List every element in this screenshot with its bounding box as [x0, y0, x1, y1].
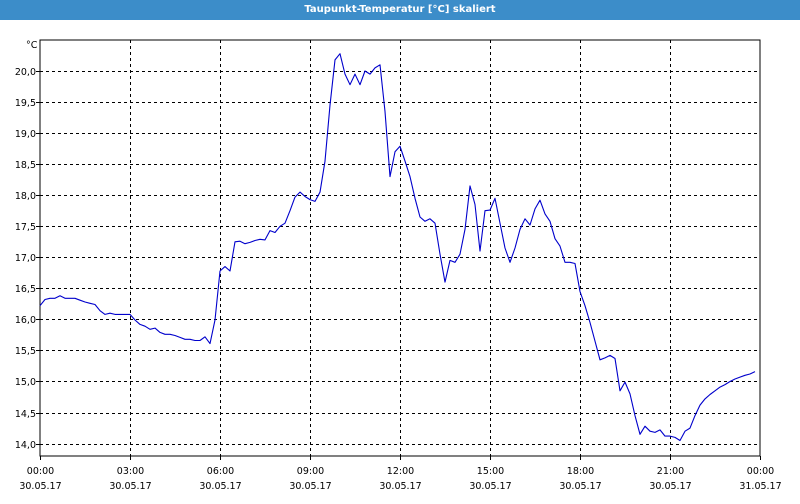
- x-tick-date-label: 30.05.17: [19, 481, 61, 492]
- y-tick-label: 17,0: [15, 253, 36, 264]
- y-tick-label: 20,0: [15, 67, 36, 78]
- y-tick-label: 16,5: [15, 284, 36, 295]
- y-tick-label: 14,5: [15, 409, 36, 420]
- x-tick-labels: 00:00 30.05.17 03:00 30.05.17 06:00 30.05.17 0…: [19, 466, 781, 492]
- y-unit-label: °C: [26, 40, 38, 51]
- x-tick-time-label: 00:00: [747, 466, 774, 477]
- x-tick-date-label: 31.05.17: [739, 481, 781, 492]
- y-tick-label: 18,5: [15, 160, 36, 171]
- x-tick-date-label: 30.05.17: [109, 481, 151, 492]
- plot-area: °C 20,0 19,5 19,0 18,5 18,0 17,5 17,0 16,5 16,0 1…: [0, 20, 800, 500]
- x-tick-time-label: 06:00: [207, 466, 234, 477]
- series-line: [39, 53, 756, 442]
- x-tick-date-label: 30.05.17: [379, 481, 421, 492]
- x-tick-time-label: 03:00: [117, 466, 144, 477]
- y-tick-labels: 20,0 19,5 19,0 18,5 18,0 17,5 17,0 16,5 16,0 15,5…: [15, 67, 36, 451]
- x-tick-time-label: 09:00: [297, 466, 324, 477]
- y-tick-label: 15,0: [15, 377, 36, 388]
- x-tick-date-label: 30.05.17: [199, 481, 241, 492]
- y-tick-label: 17,5: [15, 222, 36, 233]
- x-tick-date-label: 30.05.17: [649, 481, 691, 492]
- line-chart: °C 20,0 19,5 19,0 18,5 18,0 17,5 17,0 16,5 16,0 1…: [15, 39, 782, 492]
- x-tick-time-label: 18:00: [567, 466, 594, 477]
- y-tick-label: 18,0: [15, 191, 36, 202]
- window-title: Taupunkt-Temperatur [°C] skaliert: [0, 0, 800, 20]
- y-tick-label: 16,0: [15, 315, 36, 326]
- x-tick-time-label: 15:00: [477, 466, 504, 477]
- grid: [36, 39, 761, 460]
- y-tick-label: 19,5: [15, 98, 36, 109]
- x-tick-date-label: 30.05.17: [559, 481, 601, 492]
- y-tick-label: 15,5: [15, 346, 36, 357]
- x-tick-time-label: 12:00: [387, 466, 414, 477]
- x-tick-time-label: 21:00: [657, 466, 684, 477]
- y-tick-label: 14,0: [15, 440, 36, 451]
- series-layer: [39, 53, 756, 442]
- x-tick-date-label: 30.05.17: [289, 481, 331, 492]
- x-tick-date-label: 30.05.17: [469, 481, 511, 492]
- x-tick-time-label: 00:00: [27, 466, 54, 477]
- y-tick-label: 19,0: [15, 129, 36, 140]
